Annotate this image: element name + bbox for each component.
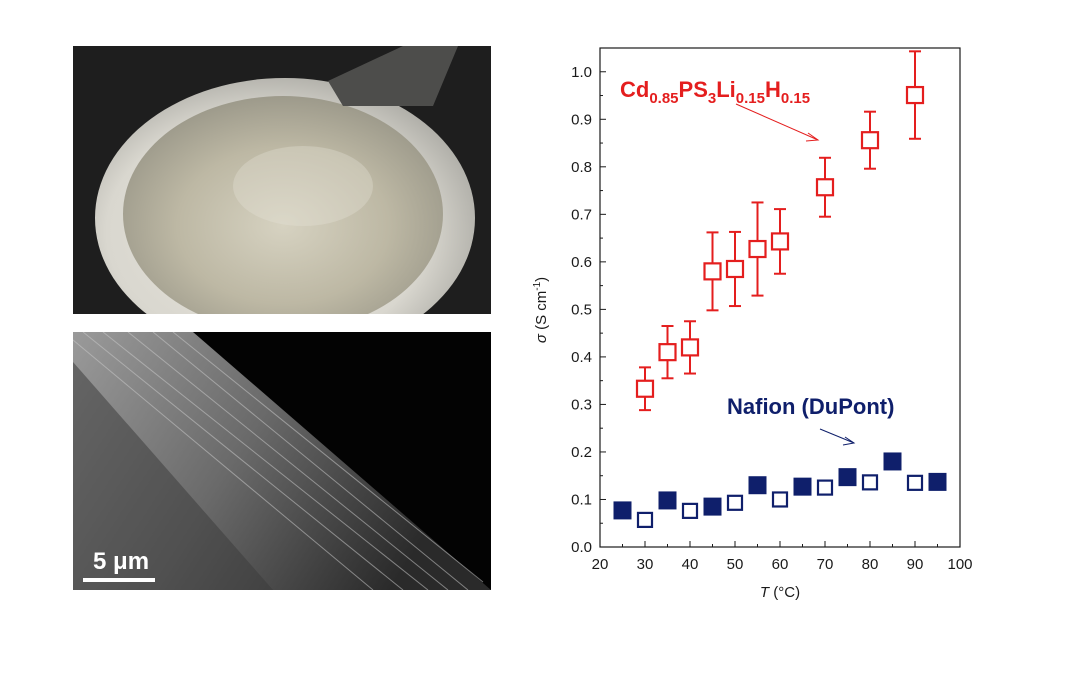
nafion-marker-open (861, 474, 879, 491)
label-text: PS (679, 77, 708, 102)
chart-svg: 20 30 40 50 60 70 80 90 100 0.00.10.20.30.40.50.… (532, 47, 973, 601)
conductivity-chart: 20 30 40 50 60 70 80 90 100 0.0 0.1 0.2 0.3 0.4 0.5 0.… (520, 40, 990, 620)
y-axis-title: σ (S cm-1) (532, 277, 550, 343)
label-text: Cd (620, 77, 649, 102)
label-subscript: 3 (708, 90, 716, 107)
cdps-marker (725, 259, 745, 279)
y-tick-label: 0.1 (571, 491, 592, 508)
y-tick-label: 0.3 (571, 396, 592, 413)
nafion-marker-open (771, 491, 789, 508)
scale-bar-label: 5 μm (93, 548, 150, 575)
nafion-series (613, 452, 947, 529)
cdps-data-point (748, 201, 767, 297)
nafion-marker-open (636, 511, 654, 529)
y-tick-label: 0.7 (571, 206, 592, 223)
tweezers-shape (328, 46, 458, 106)
nafion-marker-filled (928, 472, 947, 491)
cdps-marker (703, 262, 722, 281)
film-shape (123, 96, 443, 314)
cdps-marker (658, 343, 677, 362)
sem-micrograph: 5 μm (73, 332, 491, 590)
x-tick-label: 50 (727, 556, 744, 573)
membrane-photo-drawing (73, 46, 491, 314)
nafion-marker-filled (703, 497, 722, 516)
y-tick-label: 1.0 (571, 64, 592, 81)
nafion-marker-filled (838, 468, 857, 487)
x-ticks: 20 30 40 50 60 70 80 90 100 (592, 541, 973, 573)
cdps-marker (635, 379, 655, 398)
nafion-marker-open (681, 502, 699, 519)
x-tick-label: 60 (772, 556, 789, 573)
nafion-marker-open (726, 494, 744, 511)
x-tick-label: 30 (637, 556, 654, 573)
x-tick-label: 90 (907, 556, 924, 573)
cdps-data-point (680, 320, 700, 375)
cdps-data-point (860, 110, 880, 170)
x-tick-label: 80 (862, 556, 879, 573)
y-tick-label: 0.0 (571, 539, 592, 556)
nafion-arrow (819, 428, 856, 446)
nafion-marker-filled (658, 491, 677, 510)
label-subscript: 0.15 (781, 90, 810, 107)
nafion-marker-open (816, 479, 834, 496)
label-text: H (765, 77, 781, 102)
x-tick-label: 100 (947, 556, 972, 573)
cdps-marker (815, 178, 835, 197)
label-text: Li (716, 77, 736, 102)
y-tick-label: 0.4 (571, 349, 592, 366)
y-tick-label: 0.9 (571, 111, 592, 128)
cdps-arrow (735, 103, 820, 142)
y-tick-label: 0.6 (571, 254, 592, 271)
nafion-series-label: Nafion (DuPont) (727, 394, 894, 419)
x-axis-title: T (°C) (760, 584, 800, 601)
cdps-data-point (703, 231, 722, 312)
nafion-marker-filled (793, 477, 812, 496)
x-tick-label: 70 (817, 556, 834, 573)
nafion-marker-open (906, 474, 924, 491)
x-tick-label: 40 (682, 556, 699, 573)
cdps-marker (680, 338, 700, 357)
cdps-data-point (905, 50, 925, 140)
nafion-marker-filled (613, 501, 632, 520)
cdps-data-point (815, 156, 835, 218)
y-tick-label: 0.5 (571, 301, 592, 318)
y-tick-label: 0.2 (571, 444, 592, 461)
label-subscript: 0.15 (736, 90, 765, 107)
y-ticks: 0.0 0.1 0.2 0.3 0.4 0.5 0.6 0.7 0.8 0.9 1.0 (571, 64, 606, 556)
nafion-marker-filled (748, 476, 767, 495)
cdps-marker (748, 239, 767, 259)
cdps-marker (905, 85, 925, 105)
x-tick-label: 20 (592, 556, 609, 573)
cdps-data-point (658, 325, 677, 380)
nafion-marker-filled (883, 452, 902, 471)
cdps-series-label: Cd0.85PS3Li0.15H0.15 (620, 77, 810, 107)
cdps-marker (860, 131, 880, 150)
scale-bar (83, 578, 155, 582)
y-tick-label: 0.8 (571, 159, 592, 176)
sem-drawing (73, 332, 491, 590)
cdps-data-point (725, 230, 745, 308)
membrane-photo (73, 46, 491, 314)
cdps-marker (770, 232, 790, 251)
label-subscript: 0.85 (649, 90, 678, 107)
cdps-data-point (770, 208, 790, 275)
cdps-series (635, 50, 925, 412)
cdps-data-point (635, 366, 655, 412)
